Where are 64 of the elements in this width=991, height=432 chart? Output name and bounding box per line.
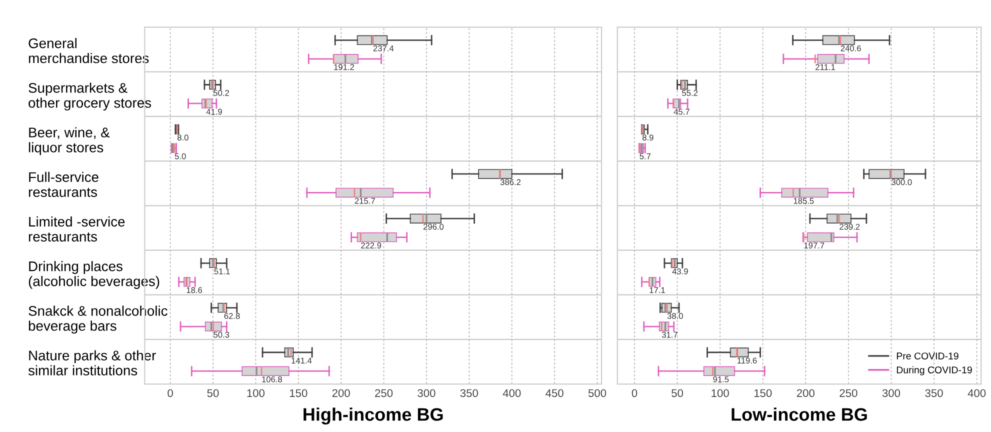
text: 386.2 <box>500 179 521 186</box>
y-tick-label: Drinking places (alcoholic beverages) <box>28 261 160 289</box>
text: 45.7 <box>674 108 690 115</box>
text: 300.0 <box>892 179 912 186</box>
x-tick-label: 250 <box>375 389 393 398</box>
x-tick-label: 100 <box>247 389 265 398</box>
text: 296.0 <box>423 224 444 230</box>
text: 239.2 <box>840 224 860 230</box>
x-tick-label: 200 <box>796 389 814 398</box>
x-tick-label: 300 <box>882 389 900 398</box>
text: 50.3 <box>214 332 230 338</box>
x-tick-label: 50 <box>207 389 219 398</box>
text: 185.5 <box>794 198 814 204</box>
legend-label: Pre COVID-19 <box>896 352 958 360</box>
text: 41.9 <box>206 108 222 115</box>
text: 8.9 <box>642 134 654 141</box>
text: 5.0 <box>174 153 186 160</box>
x-tick-label: 100 <box>712 389 729 398</box>
x-tick-label: 300 <box>418 389 436 398</box>
legend-label: During COVID-19 <box>896 366 972 376</box>
x-tick-label: 450 <box>546 389 564 398</box>
text: 106.8 <box>262 376 282 382</box>
x-tick-label: 150 <box>754 389 772 398</box>
text: 8.0 <box>177 134 188 141</box>
x-tick-label: 350 <box>925 389 943 398</box>
text: 240.6 <box>840 45 861 52</box>
text: 197.7 <box>804 242 824 248</box>
y-tick-label: Supermarkets & other grocery stores <box>28 82 152 111</box>
x-tick-label: 250 <box>840 389 858 398</box>
text: 191.2 <box>334 64 354 70</box>
x-tick-label: 200 <box>332 389 350 398</box>
text: 51.1 <box>214 268 230 274</box>
text: 17.1 <box>650 287 665 293</box>
text: 38.0 <box>667 313 683 319</box>
x-axis-title: High-income BG <box>304 408 443 425</box>
text: 62.8 <box>224 313 240 319</box>
text: 222.9 <box>361 242 382 248</box>
y-tick-label: Nature parks & other similar institutions <box>28 350 156 376</box>
text: 55.2 <box>682 90 698 96</box>
x-tick-label: 500 <box>588 389 606 398</box>
y-tick-label: Full-service restaurants <box>28 172 98 197</box>
x-tick-label: 400 <box>968 389 986 398</box>
y-tick-label: Snakck & nonalcoholic beverage bars <box>28 306 168 334</box>
text: 18.6 <box>186 287 202 294</box>
text: 5.7 <box>640 153 651 160</box>
text: 31.7 <box>662 332 678 338</box>
x-tick-label: 350 <box>460 389 478 398</box>
x-tick-label: 0 <box>168 389 173 398</box>
y-tick-label: Beer, wine, & liquor stores <box>28 127 110 156</box>
x-axis-title: Low-income BG <box>732 408 867 421</box>
text: 211.1 <box>816 64 835 70</box>
x-tick-label: 0 <box>632 389 638 398</box>
text: 215.7 <box>354 198 375 204</box>
text: 141.4 <box>292 358 312 364</box>
text: 237.4 <box>373 45 394 52</box>
text: 119.6 <box>737 358 757 364</box>
text: 43.9 <box>672 268 688 274</box>
y-tick-label: General merchandise stores <box>28 38 149 64</box>
x-tick-label: 50 <box>672 389 684 398</box>
y-tick-label: Limited -service restaurants <box>28 216 125 242</box>
x-tick-label: 150 <box>290 389 308 398</box>
x-tick-label: 400 <box>502 389 521 398</box>
text: 50.2 <box>214 90 229 96</box>
text: 91.5 <box>713 376 729 382</box>
